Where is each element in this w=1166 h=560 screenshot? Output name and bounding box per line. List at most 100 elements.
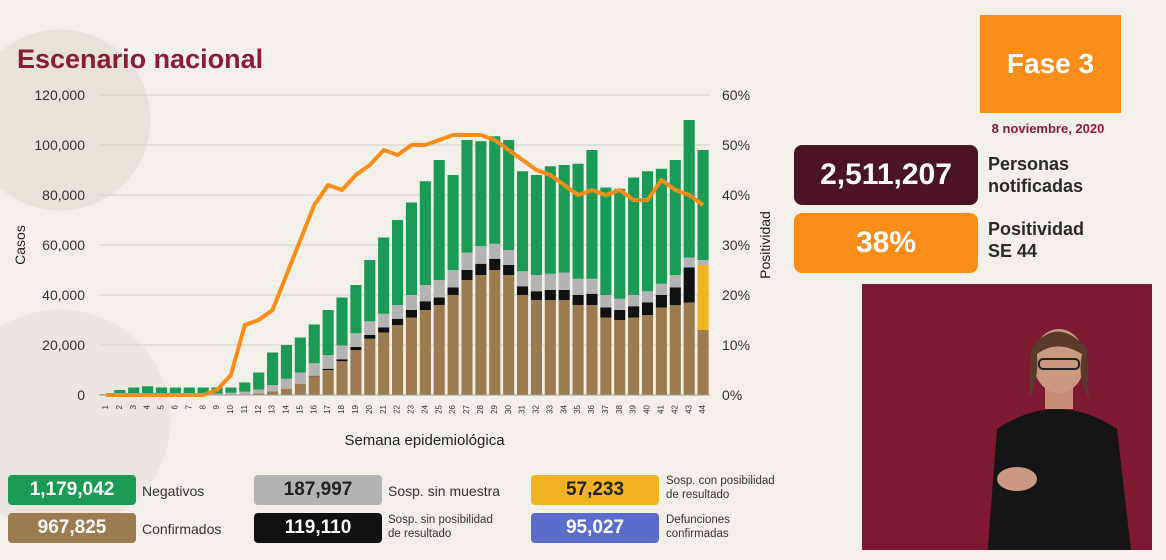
bar-sosp-sin-posibilidad-de-resultado — [461, 270, 473, 280]
bar-negativos — [253, 372, 265, 390]
bar-negativos — [308, 324, 320, 364]
x-tick-label: 5 — [157, 404, 166, 409]
x-tick-label: 11 — [240, 404, 249, 413]
bar-sosp-sin-muestra — [475, 246, 487, 264]
bar-sosp-sin-muestra — [350, 333, 362, 347]
bar-negativos — [142, 386, 154, 394]
bar-confirmados — [586, 305, 598, 395]
bar-sosp-sin-muestra — [544, 273, 556, 290]
bar-sosp-sin-posibilidad-de-resultado — [392, 318, 404, 325]
bar-sosp-sin-muestra — [461, 252, 473, 270]
bar-negativos — [114, 390, 126, 394]
bar-sosp-sin-posibilidad-de-resultado — [419, 301, 431, 310]
sosp-sin-posibilidad-label-line2: de resultado — [388, 528, 452, 540]
bar-confirmados — [516, 295, 529, 395]
bar-negativos — [655, 168, 667, 284]
bar-negativos — [433, 160, 445, 280]
bar-sosp-sin-muestra — [530, 275, 542, 292]
bar-negativos — [378, 237, 390, 314]
bar-negativos — [322, 310, 334, 355]
x-tick-label: 27 — [462, 404, 471, 413]
x-tick-label: 40 — [643, 404, 652, 413]
bar-sosp-sin-muestra — [419, 285, 431, 302]
bar-confirmados — [350, 350, 362, 395]
bar-sosp-sin-posibilidad-de-resultado — [516, 286, 529, 295]
bar-confirmados — [641, 315, 654, 395]
x-tick-label: 23 — [407, 404, 416, 413]
x-tick-label: 24 — [420, 404, 429, 413]
bar-sosp-sin-posibilidad-de-resultado — [364, 335, 376, 339]
x-tick-label: 43 — [684, 404, 693, 413]
x-tick-label: 6 — [170, 404, 179, 409]
confirmados-value: 967,825 — [8, 513, 136, 543]
fase-badge: Fase 3 — [980, 15, 1121, 113]
x-tick-label: 8 — [198, 404, 207, 409]
bar-sosp-sin-posibilidad-de-resultado — [544, 290, 556, 300]
bar-negativos — [544, 166, 556, 274]
personas-notificadas-value: 2,511,207 — [794, 145, 978, 205]
bar-sosp-sin-posibilidad-de-resultado — [503, 265, 515, 275]
bar-sosp-sin-muestra — [294, 372, 306, 384]
bar-negativos — [628, 177, 640, 295]
bar-negativos — [669, 160, 681, 275]
personas-notificadas-label: Personas notificadas — [988, 153, 1083, 197]
bar-confirmados — [433, 305, 445, 395]
bar-sosp-sin-muestra — [378, 313, 390, 328]
bar-sosp-sin-muestra — [253, 389, 265, 394]
bar-sosp-sin-posibilidad-de-resultado — [641, 302, 654, 315]
negativos-value: 1,179,042 — [8, 475, 136, 505]
bar-negativos — [461, 140, 473, 253]
bar-sosp-sin-muestra — [239, 391, 251, 395]
bar-sosp-sin-posibilidad-de-resultado — [378, 327, 390, 333]
x-tick-label: 22 — [393, 404, 402, 413]
bar-confirmados — [253, 393, 265, 395]
bar-sosp-sin-posibilidad-de-resultado — [669, 287, 681, 305]
bar-negativos — [586, 150, 598, 279]
bar-negativos — [419, 181, 431, 285]
bar-sosp-con-posibilidad-de-resultado — [697, 265, 709, 330]
x-tick-label: 12 — [254, 404, 263, 413]
y2-tick-label: 30% — [722, 237, 750, 253]
bar-negativos — [475, 141, 487, 247]
y2-axis-title: Positividad — [757, 211, 773, 279]
bar-sosp-sin-posibilidad-de-resultado — [614, 310, 626, 320]
bar-confirmados — [503, 275, 515, 395]
positividad-label-line1: Positividad — [988, 219, 1085, 239]
x-tick-label: 1 — [101, 404, 110, 409]
bar-confirmados — [280, 388, 293, 395]
x-tick-label: 42 — [670, 404, 679, 413]
report-date: 8 noviembre, 2020 — [991, 121, 1105, 136]
bar-sosp-sin-muestra — [280, 378, 293, 389]
x-tick-label: 17 — [323, 404, 332, 413]
bar-sosp-sin-muestra — [433, 280, 445, 298]
bar-negativos — [530, 175, 542, 275]
bar-negativos — [336, 297, 348, 346]
bar-sosp-sin-muestra — [614, 298, 626, 310]
bar-negativos — [225, 387, 237, 393]
bar-sosp-sin-muestra — [628, 295, 640, 307]
defunciones-value: 95,027 — [531, 513, 659, 543]
bar-sosp-sin-muestra — [558, 272, 570, 290]
y-tick-label: 40,000 — [42, 287, 85, 303]
bar-sosp-sin-muestra — [641, 291, 654, 303]
bar-negativos — [683, 120, 695, 258]
y2-tick-label: 10% — [722, 337, 750, 353]
defunciones-label-line2: confirmadas — [666, 528, 729, 540]
sosp-con-posibilidad-label-line2: de resultado — [666, 489, 730, 501]
bar-confirmados — [364, 338, 376, 395]
x-tick-label: 29 — [490, 404, 499, 413]
x-tick-label: 38 — [615, 404, 624, 413]
bar-negativos — [350, 285, 362, 334]
bar-negativos — [364, 260, 376, 322]
bar-confirmados — [614, 320, 626, 395]
x-tick-label: 28 — [476, 404, 485, 413]
x-tick-label: 18 — [337, 404, 346, 413]
y-tick-label: 120,000 — [34, 87, 85, 103]
bar-sosp-sin-posibilidad-de-resultado — [489, 258, 501, 270]
positividad-value: 38% — [794, 213, 978, 273]
defunciones-label: Defunciones confirmadas — [666, 513, 730, 541]
x-tick-label: 2 — [115, 404, 124, 409]
bar-sosp-sin-posibilidad-de-resultado — [475, 263, 487, 275]
bar-sosp-sin-muestra — [503, 250, 515, 265]
bar-negativos — [516, 171, 529, 272]
